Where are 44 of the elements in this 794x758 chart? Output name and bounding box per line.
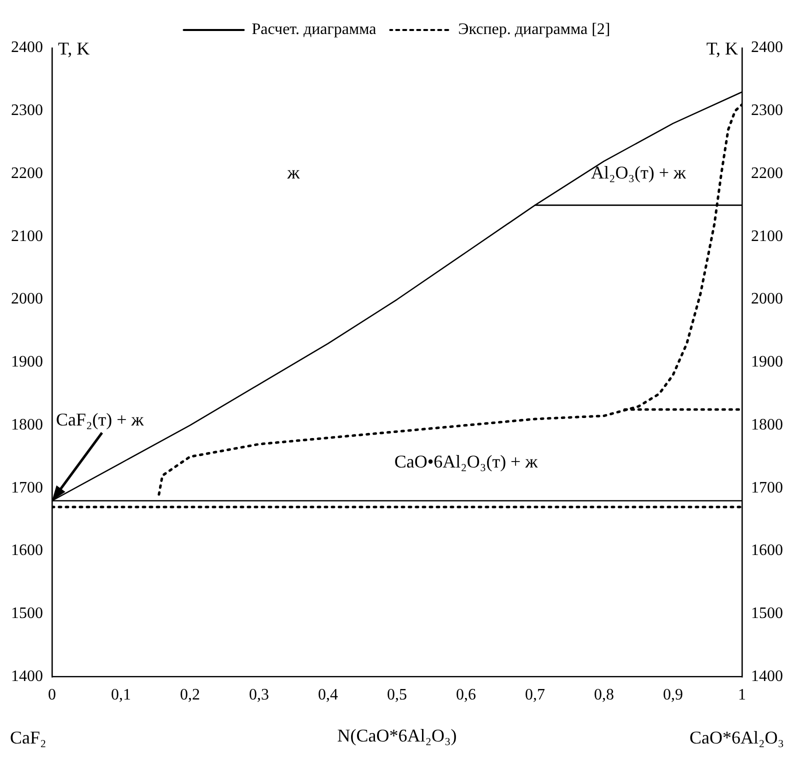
y-tick-label: 1400 xyxy=(11,668,43,686)
x-tick-label: 0,9 xyxy=(663,686,683,704)
text: CaF₂ xyxy=(10,728,46,748)
y2-tick-label: 1800 xyxy=(751,416,783,434)
y-tick-label: 1900 xyxy=(11,354,43,371)
legend-label: Экспер. диаграмма [2] xyxy=(458,21,610,38)
y-tick-label: 2100 xyxy=(11,228,43,245)
y-tick-label: 1800 xyxy=(11,416,43,434)
annotation: CaO•6Al₂O₃(т) + ж xyxy=(394,452,538,472)
x-tick-label: 0,7 xyxy=(525,686,545,704)
y2-tick-label: 1700 xyxy=(751,479,783,496)
y2-tick-label: 2400 xyxy=(751,39,783,56)
annotation: ж xyxy=(286,162,300,182)
y2-tick-label: 1500 xyxy=(751,605,783,622)
y-tick-label: 1500 xyxy=(11,605,43,622)
x-tick-label: 0 xyxy=(48,686,56,704)
y2-tick-label: 2100 xyxy=(751,228,783,245)
x-tick-label: 0,1 xyxy=(111,686,131,704)
x-tick-label: 0,2 xyxy=(180,686,200,704)
x-axis-title: N(CaO*6Al₂O₃) xyxy=(337,726,457,746)
y-tick-label: 1700 xyxy=(11,479,43,496)
x-tick-label: 1 xyxy=(738,686,746,704)
y-tick-label: 1600 xyxy=(11,542,43,560)
y-axis-title: T, K xyxy=(58,38,90,59)
y-tick-label: 2200 xyxy=(11,164,43,182)
annotation: CaF₂(т) + ж xyxy=(56,409,144,430)
y2-tick-label: 1600 xyxy=(751,542,783,560)
y-tick-label: 2300 xyxy=(11,102,43,120)
x-tick-label: 0,4 xyxy=(318,686,338,704)
x-tick-label: 0,8 xyxy=(594,686,614,704)
text: CaO*6Al₂O₃ xyxy=(689,728,784,748)
y2-tick-label: 2000 xyxy=(751,290,783,308)
x-tick-label: 0,5 xyxy=(387,686,407,704)
y2-tick-label: 1400 xyxy=(751,668,783,686)
y2-tick-label: 2200 xyxy=(751,164,783,182)
y2-tick-label: 1900 xyxy=(751,354,783,371)
x-tick-label: 0,3 xyxy=(249,686,269,704)
x-tick-label: 0,6 xyxy=(456,686,476,704)
legend-label: Расчет. диаграмма xyxy=(252,21,376,38)
y2-axis-title: T, K xyxy=(706,38,738,59)
y2-tick-label: 2300 xyxy=(751,102,783,120)
y-tick-label: 2000 xyxy=(11,290,43,308)
y-tick-label: 2400 xyxy=(11,39,43,56)
annotation: Al₂O₃(т) + ж xyxy=(591,162,687,182)
